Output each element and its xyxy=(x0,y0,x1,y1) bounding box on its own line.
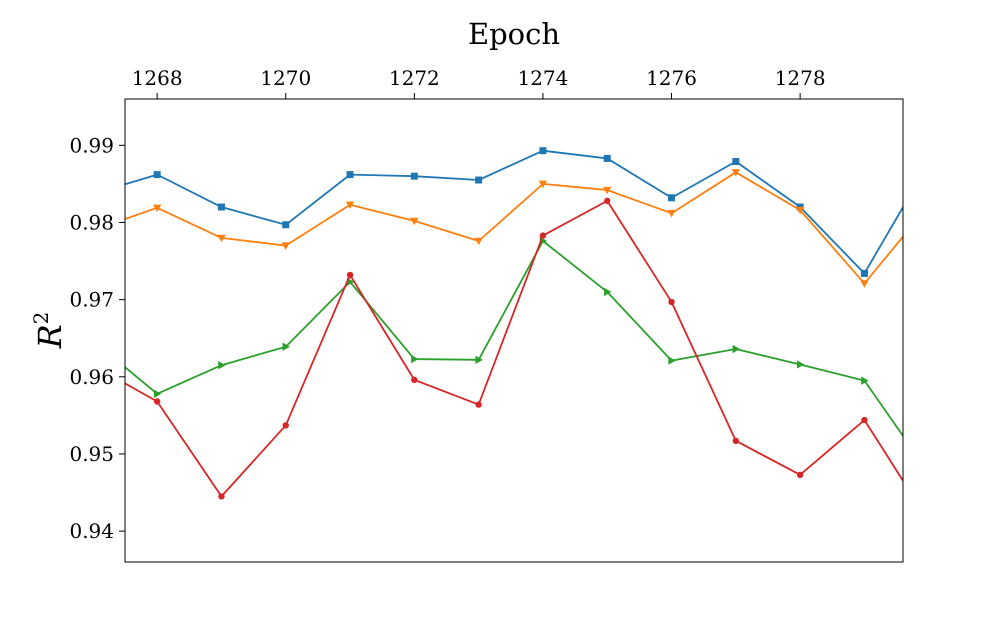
series-2-line xyxy=(125,171,903,285)
data-point xyxy=(218,493,225,500)
x-tick-label: 1270 xyxy=(260,66,311,90)
series-3-line xyxy=(125,240,903,438)
data-point xyxy=(603,186,612,195)
data-point xyxy=(475,355,483,365)
series-layer xyxy=(125,147,903,500)
y-axis-title-superscript: 2 xyxy=(29,312,53,325)
data-point xyxy=(282,221,290,229)
x-tick-label: 1274 xyxy=(517,66,568,90)
data-point xyxy=(410,172,418,180)
data-point xyxy=(153,171,161,179)
data-point xyxy=(475,401,482,408)
data-point xyxy=(282,422,289,429)
data-point xyxy=(860,280,869,288)
data-point xyxy=(538,180,548,189)
data-point xyxy=(153,398,161,405)
data-point xyxy=(732,344,741,354)
y-tick-label: 0.94 xyxy=(69,519,114,543)
y-axis-title: R2 xyxy=(29,312,69,350)
data-point xyxy=(796,471,804,479)
data-point xyxy=(475,176,483,184)
data-point xyxy=(732,158,740,166)
series-4 xyxy=(125,197,903,500)
x-axis: 1268 1270 1272 1274 1276 1278 xyxy=(132,66,826,99)
plot-frame xyxy=(124,98,904,563)
data-point xyxy=(153,389,162,398)
series-1-line xyxy=(125,149,903,275)
y-axis: 0.94 0.95 0.96 0.97 0.98 0.99 xyxy=(69,133,125,543)
y-tick-label: 0.95 xyxy=(69,442,114,466)
data-point xyxy=(152,204,162,213)
data-point xyxy=(668,194,676,202)
data-point xyxy=(411,354,419,364)
series-4-line xyxy=(125,199,903,498)
data-point xyxy=(861,416,868,424)
data-point xyxy=(474,237,483,246)
y-tick-label: 0.97 xyxy=(69,288,114,312)
data-point xyxy=(218,361,226,370)
y-tick-label: 0.99 xyxy=(69,133,114,157)
data-point xyxy=(668,356,676,365)
data-point xyxy=(346,171,354,179)
series-3 xyxy=(125,236,903,438)
x-tick-label: 1272 xyxy=(389,66,440,90)
data-point xyxy=(603,154,611,162)
data-point xyxy=(346,271,354,279)
data-point xyxy=(860,269,868,277)
data-point xyxy=(668,298,675,306)
data-point xyxy=(796,360,805,369)
y-axis-title-base: R xyxy=(31,324,69,349)
data-point xyxy=(539,147,547,155)
data-point xyxy=(345,201,355,209)
y-tick-label: 0.96 xyxy=(69,365,114,389)
data-point xyxy=(410,217,419,226)
data-point xyxy=(732,437,740,445)
x-tick-label: 1278 xyxy=(775,66,826,90)
data-point xyxy=(539,232,547,239)
data-point xyxy=(731,169,741,177)
data-point xyxy=(604,287,612,297)
data-point xyxy=(411,376,418,384)
x-tick-label: 1268 xyxy=(132,66,183,90)
data-point xyxy=(282,342,290,351)
data-point xyxy=(217,203,225,211)
data-point xyxy=(217,234,226,243)
data-point xyxy=(667,210,676,218)
data-point xyxy=(281,242,290,250)
y-tick-label: 0.98 xyxy=(69,210,114,234)
x-axis-title: Epoch xyxy=(468,17,560,51)
series-2 xyxy=(125,169,903,288)
data-point xyxy=(604,197,611,205)
x-tick-label: 1276 xyxy=(646,66,697,90)
data-point xyxy=(795,206,805,215)
data-point xyxy=(861,376,869,385)
